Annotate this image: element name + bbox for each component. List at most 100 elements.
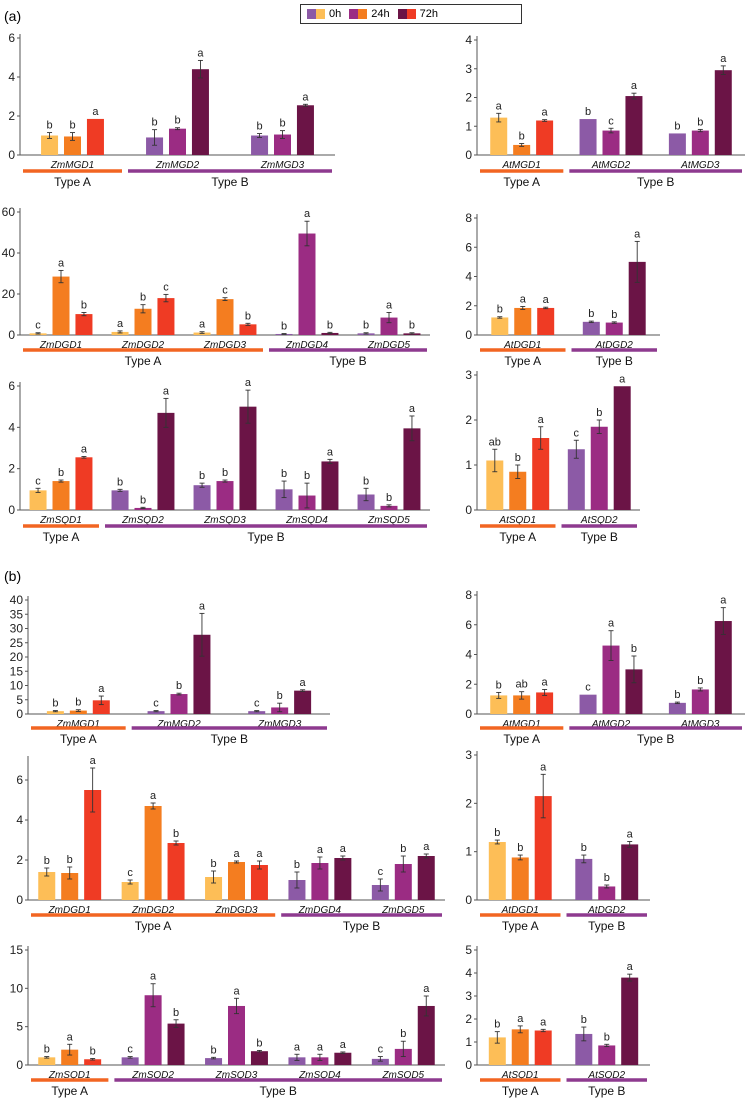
chart11-bar-AtSQD2-2 [621,977,639,1065]
chart8-gene-label-ZmDGD4: ZmDGD4 [298,905,342,916]
chart10-bar-ZmSQD1-0 [38,1057,56,1065]
chart10-gene-label-ZmSQD4: ZmSQD4 [298,1070,341,1081]
chart6-bar-ZmMGD2-1 [170,694,188,714]
chart2-letter-ZmDGD3-1: c [222,285,228,297]
chart11-ytick-label-3: 3 [465,989,472,1003]
chart0-letter-ZmMGD3-0: b [256,121,262,133]
chart11-letter-AtSQD2-1: b [604,1031,610,1043]
chart10-letter-ZmSQD4-2: a [340,1039,347,1051]
chart1-bar-AtMGD3-2 [714,70,732,155]
chart4-letter-ZmSQD3-2: a [245,377,252,389]
chart1-bar-AtMGD1-1 [513,144,531,155]
chart7-ytick-label-4: 8 [465,588,472,602]
chart1-letter-AtMGD3-2: a [720,53,727,65]
chart8-bar-ZmDGD2-1 [144,806,162,900]
chart8-letter-ZmDGD1-2: a [90,755,97,767]
chart8-letter-ZmDGD3-2: a [256,848,263,860]
chart8-ytick-label-1: 2 [16,853,23,867]
chart7-letter-AtMGD3-0: b [674,689,680,701]
chart6-ytick-label-8: 40 [10,593,24,607]
chart8-ytick-label-3: 6 [16,773,23,787]
chart10-bar-ZmSQD4-0 [288,1057,306,1065]
chart5-letter-AtSQD2-2: a [619,373,626,385]
chart6-bar-ZmMGD2-0 [147,711,165,714]
chart5-bar-AtSQD2-0 [567,449,585,510]
chart8-bar-ZmDGD4-1 [311,863,329,900]
chart8-letter-ZmDGD5-0: c [378,866,384,878]
chart10-group-label-B: Type B [260,1084,297,1098]
chart1-group-label-B: Type B [637,175,674,189]
chart2-letter-ZmDGD2-0: a [117,318,124,330]
chart8-letter-ZmDGD4-1: a [317,844,324,856]
chart0-letter-ZmMGD3-2: a [302,91,309,103]
chart5-bar-AtSQD2-2 [613,386,631,510]
chart11-bar-AtSQD2-0 [575,1033,593,1065]
chart7-letter-AtMGD1-2: a [542,676,549,688]
chart9-gene-label-AtDGD2: AtDGD2 [587,905,626,916]
chart0-gene-label-ZmMGD1: ZmMGD1 [50,160,94,171]
chart6-group-label-A: Type A [60,732,97,746]
chart7-letter-AtMGD1-1: ab [516,679,528,691]
chart5-ytick-label-1: 1 [465,458,472,472]
chart4-letter-ZmSQD4-2: a [327,446,334,458]
chart6-ytick-label-4: 20 [10,650,24,664]
chart7-bar-AtMGD1-2 [536,692,554,714]
chart8-gene-label-ZmDGD2: ZmDGD2 [131,905,175,916]
chart4-bar-ZmSQD1-2 [75,457,93,510]
chart2-letter-ZmDGD4-2: b [327,319,333,331]
chart6-bar-ZmMGD1-1 [69,710,87,714]
chart8-bar-ZmDGD1-1 [61,873,79,900]
chart5-bar-AtSQD1-2 [532,438,550,510]
chart4-letter-ZmSQD5-0: b [363,475,369,487]
chart11-letter-AtSQD1-0: b [494,1019,500,1031]
chart1-letter-AtMGD1-1: b [519,131,525,143]
chart10-ytick-label-2: 10 [10,981,24,995]
chart7-group-label-A: Type A [503,732,540,746]
chart8-letter-ZmDGD2-1: a [150,790,157,802]
chart0-letter-ZmMGD2-0: b [151,117,157,129]
chart1-gene-label-AtMGD2: AtMGD2 [591,160,631,171]
chart2-ytick-label-1: 20 [2,287,16,301]
chart9-gene-label-AtDGD1: AtDGD1 [501,905,539,916]
chart5-letter-AtSQD1-1: b [515,452,521,464]
chart4-bar-ZmSQD4-0 [275,489,293,510]
chart1-ytick-label-0: 0 [465,148,472,162]
chart6-letter-ZmMGD1-0: b [52,698,58,710]
chart1-group-label-A: Type A [503,175,540,189]
chart9-group-label-B: Type B [588,919,625,933]
chart10-letter-ZmSQD1-0: b [44,1044,50,1056]
chart0-bar-ZmMGD2-0 [146,137,164,155]
chart6-ytick-label-6: 30 [10,622,24,636]
chart8-bar-ZmDGD4-0 [288,880,306,900]
chart0-bar-ZmMGD2-2 [191,69,209,155]
chart10-gene-label-ZmSQD2: ZmSQD2 [131,1070,174,1081]
chart8-gene-label-ZmDGD5: ZmDGD5 [381,905,425,916]
chart4-letter-ZmSQD4-1: b [304,470,310,482]
chart4-bar-ZmSQD3-0 [193,485,211,510]
chart0-ytick-label-3: 6 [8,31,15,45]
legend: 0h 24h 72h [300,4,522,24]
chart10-bar-ZmSQD3-2 [250,1051,268,1065]
chart3-letter-AtDGD2-2: a [634,228,641,240]
chart8-letter-ZmDGD1-1: b [67,854,73,866]
chart4-group-label-A: Type A [43,530,80,544]
chart2-letter-ZmDGD4-0: b [281,321,287,333]
chart10-bar-ZmSQD2-0 [121,1057,139,1065]
chart11-letter-AtSQD2-0: b [581,1014,587,1026]
chart6-ytick-label-5: 25 [10,636,24,650]
chart4-bar-ZmSQD3-1 [216,481,234,510]
chart3-ytick-label-0: 0 [465,328,472,342]
chart9-letter-AtDGD2-1: b [604,872,610,884]
chart2-group-label-B: Type B [329,354,366,368]
chart8-letter-ZmDGD1-0: b [44,855,50,867]
chart4-letter-ZmSQD4-0: b [281,468,287,480]
chart8-letter-ZmDGD3-0: b [210,858,216,870]
chart11-letter-AtSQD1-1: a [517,1013,524,1025]
chart8-gene-label-ZmDGD1: ZmDGD1 [48,905,91,916]
chart4-ytick-label-3: 6 [8,379,15,393]
chart2-gene-label-ZmDGD1: ZmDGD1 [39,340,82,351]
chart11-bar-AtSQD1-2 [534,1030,552,1065]
chart3-bar-AtDGD2-2 [628,261,646,335]
chart11-ytick-label-1: 1 [465,1035,472,1049]
chart4-bar-ZmSQD5-0 [357,494,375,510]
